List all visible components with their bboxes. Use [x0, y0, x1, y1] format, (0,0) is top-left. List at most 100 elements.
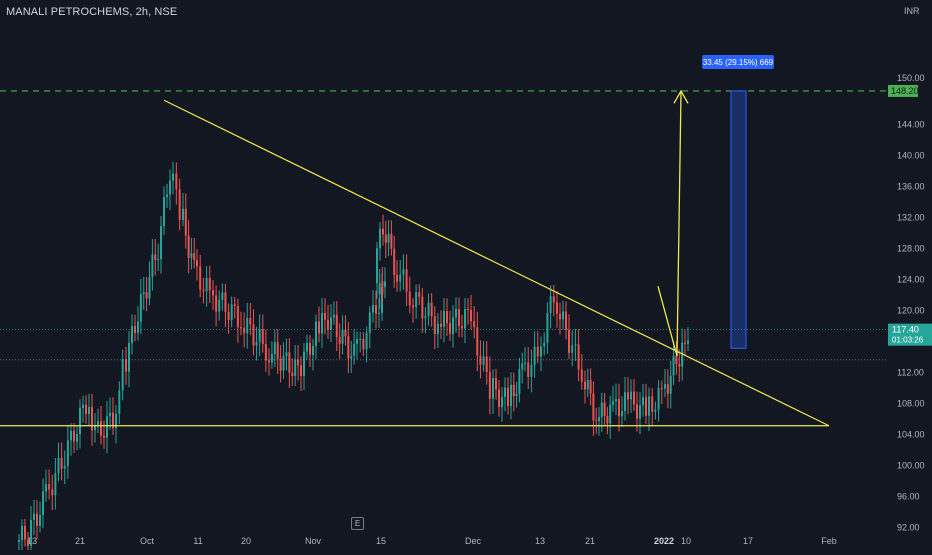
candle[interactable] — [501, 396, 503, 408]
candle[interactable] — [335, 314, 338, 338]
candle[interactable] — [118, 390, 121, 414]
candle[interactable] — [600, 402, 603, 417]
candle[interactable] — [276, 342, 279, 359]
candle[interactable] — [430, 302, 433, 317]
candle[interactable] — [193, 253, 196, 261]
candle[interactable] — [297, 359, 300, 366]
candle[interactable] — [285, 352, 288, 357]
candle[interactable] — [112, 412, 114, 429]
candle[interactable] — [612, 401, 614, 405]
candle[interactable] — [294, 359, 297, 376]
candle[interactable] — [224, 292, 227, 312]
candle[interactable] — [356, 339, 358, 344]
candle[interactable] — [378, 283, 381, 295]
candle[interactable] — [476, 327, 479, 356]
candle[interactable] — [687, 340, 689, 344]
candle[interactable] — [291, 372, 294, 376]
candle[interactable] — [595, 420, 598, 422]
candle[interactable] — [315, 321, 317, 347]
candle[interactable] — [396, 274, 398, 282]
candle[interactable] — [48, 484, 51, 490]
candle[interactable] — [154, 254, 157, 260]
candle[interactable] — [249, 318, 252, 325]
candle[interactable] — [125, 359, 127, 372]
candle[interactable] — [672, 355, 675, 376]
candle[interactable] — [172, 173, 174, 181]
candle[interactable] — [485, 356, 488, 372]
candle[interactable] — [606, 415, 609, 424]
candle[interactable] — [390, 233, 393, 249]
candle[interactable] — [546, 312, 549, 343]
candle[interactable] — [57, 457, 60, 474]
candle[interactable] — [163, 196, 165, 227]
candle[interactable] — [627, 392, 629, 400]
candle[interactable] — [382, 228, 384, 235]
candle[interactable] — [312, 346, 314, 356]
candle[interactable] — [498, 389, 500, 408]
candle[interactable] — [624, 392, 626, 412]
candle[interactable] — [418, 292, 421, 297]
candle[interactable] — [187, 235, 190, 258]
measure-box[interactable] — [730, 90, 747, 349]
candle[interactable] — [94, 425, 96, 431]
candle[interactable] — [598, 416, 600, 421]
descending-trendline[interactable] — [163, 99, 830, 427]
candle[interactable] — [482, 356, 485, 365]
candle[interactable] — [515, 393, 518, 397]
candle[interactable] — [73, 430, 75, 442]
candle[interactable] — [507, 387, 509, 407]
candle[interactable] — [664, 384, 666, 389]
candle[interactable] — [530, 365, 533, 377]
candle[interactable] — [300, 365, 302, 377]
candle[interactable] — [324, 312, 326, 320]
candle[interactable] — [45, 484, 47, 492]
candle[interactable] — [121, 359, 124, 391]
candle[interactable] — [492, 377, 494, 399]
time-scale[interactable] — [0, 531, 887, 550]
candle[interactable] — [639, 405, 641, 419]
candle[interactable] — [268, 360, 270, 363]
candle[interactable] — [175, 173, 178, 190]
candle[interactable] — [212, 290, 214, 296]
candle[interactable] — [321, 312, 323, 334]
candle[interactable] — [365, 332, 368, 350]
candle[interactable] — [338, 337, 341, 344]
candle[interactable] — [109, 412, 111, 417]
candle[interactable] — [258, 329, 261, 342]
candle[interactable] — [424, 316, 427, 319]
candle[interactable] — [510, 384, 512, 407]
candle[interactable] — [642, 397, 644, 406]
candle[interactable] — [199, 266, 202, 290]
candle[interactable] — [543, 342, 546, 347]
candle[interactable] — [504, 387, 506, 397]
candle[interactable] — [27, 539, 29, 546]
candle[interactable] — [353, 343, 356, 356]
candle[interactable] — [549, 296, 552, 313]
candle[interactable] — [399, 274, 402, 282]
candle[interactable] — [145, 292, 148, 299]
candle[interactable] — [240, 327, 242, 329]
candle[interactable] — [91, 406, 93, 431]
candle[interactable] — [552, 296, 555, 303]
candle[interactable] — [208, 278, 211, 291]
candle[interactable] — [488, 371, 491, 399]
candle[interactable] — [669, 375, 672, 394]
candle[interactable] — [184, 208, 187, 236]
candle[interactable] — [100, 421, 102, 436]
candle[interactable] — [196, 260, 198, 267]
candle[interactable] — [115, 413, 117, 429]
candle[interactable] — [318, 321, 320, 334]
candle[interactable] — [636, 404, 638, 419]
candle[interactable] — [33, 513, 35, 520]
candle[interactable] — [449, 323, 451, 335]
candle[interactable] — [461, 326, 463, 329]
candle[interactable] — [378, 312, 380, 314]
candle[interactable] — [568, 329, 570, 353]
candle[interactable] — [675, 355, 678, 364]
candle[interactable] — [252, 324, 255, 346]
candle[interactable] — [512, 384, 515, 397]
candle[interactable] — [524, 362, 526, 364]
candle[interactable] — [344, 329, 347, 337]
candle[interactable] — [341, 329, 344, 344]
candle[interactable] — [584, 381, 586, 390]
